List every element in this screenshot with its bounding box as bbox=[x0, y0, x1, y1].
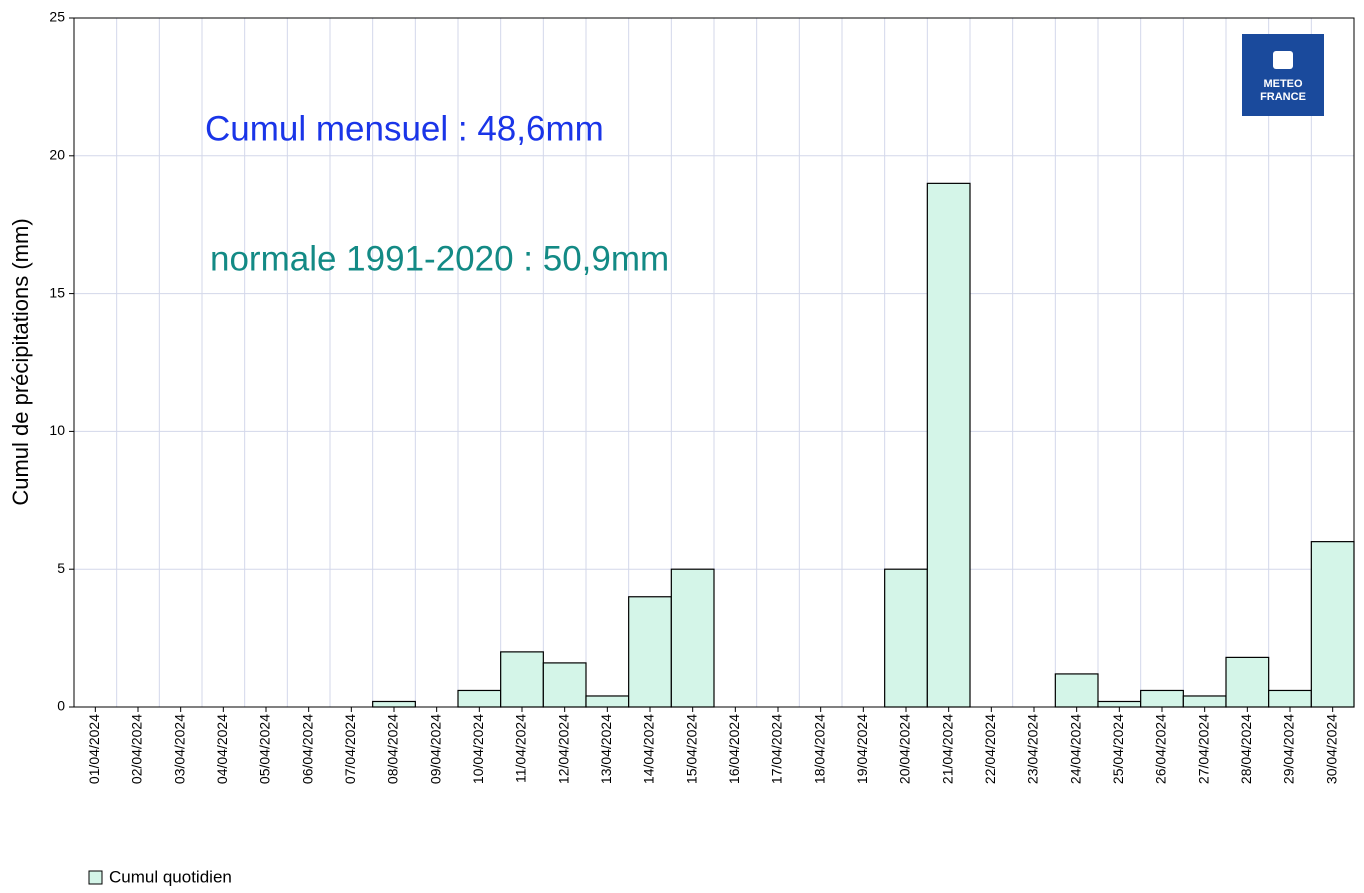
y-tick-label: 10 bbox=[49, 422, 65, 438]
logo-text: FRANCE bbox=[1260, 91, 1306, 103]
x-tick-label: 13/04/2024 bbox=[598, 714, 614, 784]
bar bbox=[884, 568, 928, 708]
x-tick-label: 26/04/2024 bbox=[1153, 714, 1169, 784]
bar bbox=[542, 662, 587, 708]
bar bbox=[1140, 689, 1184, 708]
y-tick-label: 15 bbox=[49, 284, 65, 300]
bar bbox=[1225, 656, 1270, 708]
bar bbox=[670, 568, 715, 708]
x-tick-label: 12/04/2024 bbox=[555, 714, 571, 784]
plot-frame bbox=[73, 17, 1355, 708]
x-tick-label: 27/04/2024 bbox=[1195, 714, 1211, 784]
x-tick-label: 28/04/2024 bbox=[1238, 714, 1254, 784]
bar bbox=[457, 689, 502, 708]
logo bbox=[1242, 34, 1324, 116]
annotation: Cumul mensuel : 48,6mm bbox=[205, 109, 604, 148]
bar bbox=[1097, 700, 1142, 708]
bar bbox=[585, 695, 630, 708]
x-tick-label: 23/04/2024 bbox=[1025, 714, 1041, 784]
logo-text: METEO bbox=[1263, 78, 1303, 90]
y-axis-label: Cumul de précipitations (mm) bbox=[8, 218, 33, 505]
y-tick-label: 0 bbox=[57, 698, 65, 714]
x-tick-label: 04/04/2024 bbox=[214, 714, 230, 784]
x-tick-label: 20/04/2024 bbox=[897, 714, 913, 784]
x-tick-label: 15/04/2024 bbox=[683, 714, 699, 784]
x-tick-label: 11/04/2024 bbox=[513, 714, 529, 783]
y-tick-label: 25 bbox=[49, 9, 65, 25]
x-tick-label: 30/04/2024 bbox=[1323, 714, 1339, 784]
x-tick-label: 07/04/2024 bbox=[342, 714, 358, 784]
x-tick-label: 24/04/2024 bbox=[1067, 714, 1083, 784]
x-tick-label: 25/04/2024 bbox=[1110, 714, 1126, 784]
bar bbox=[1182, 695, 1227, 708]
x-tick-label: 03/04/2024 bbox=[171, 714, 187, 784]
x-tick-label: 01/04/2024 bbox=[86, 714, 102, 784]
x-tick-label: 06/04/2024 bbox=[299, 714, 315, 784]
x-tick-label: 18/04/2024 bbox=[811, 714, 827, 784]
bar bbox=[628, 596, 672, 708]
legend-label: Cumul quotidien bbox=[109, 867, 232, 886]
x-tick-label: 09/04/2024 bbox=[427, 714, 443, 784]
x-tick-label: 02/04/2024 bbox=[129, 714, 145, 784]
x-tick-label: 10/04/2024 bbox=[470, 714, 486, 784]
x-tick-label: 08/04/2024 bbox=[385, 714, 401, 784]
x-tick-label: 05/04/2024 bbox=[257, 714, 273, 784]
x-tick-label: 16/04/2024 bbox=[726, 714, 742, 784]
y-tick-label: 5 bbox=[57, 560, 65, 576]
legend-swatch bbox=[88, 870, 103, 885]
bar bbox=[1054, 673, 1099, 708]
bar bbox=[372, 700, 416, 708]
logo-icon bbox=[1273, 51, 1293, 69]
x-tick-label: 19/04/2024 bbox=[854, 714, 870, 784]
bar bbox=[1268, 689, 1312, 708]
y-tick-label: 20 bbox=[49, 147, 65, 163]
x-tick-label: 22/04/2024 bbox=[982, 714, 998, 784]
x-tick-label: 17/04/2024 bbox=[769, 714, 785, 784]
annotation: normale 1991-2020 : 50,9mm bbox=[210, 239, 669, 278]
x-tick-label: 21/04/2024 bbox=[939, 714, 955, 784]
bar bbox=[1310, 541, 1355, 708]
x-tick-label: 14/04/2024 bbox=[641, 714, 657, 784]
x-tick-label: 29/04/2024 bbox=[1281, 714, 1297, 784]
bar bbox=[926, 182, 971, 708]
bar bbox=[500, 651, 544, 708]
